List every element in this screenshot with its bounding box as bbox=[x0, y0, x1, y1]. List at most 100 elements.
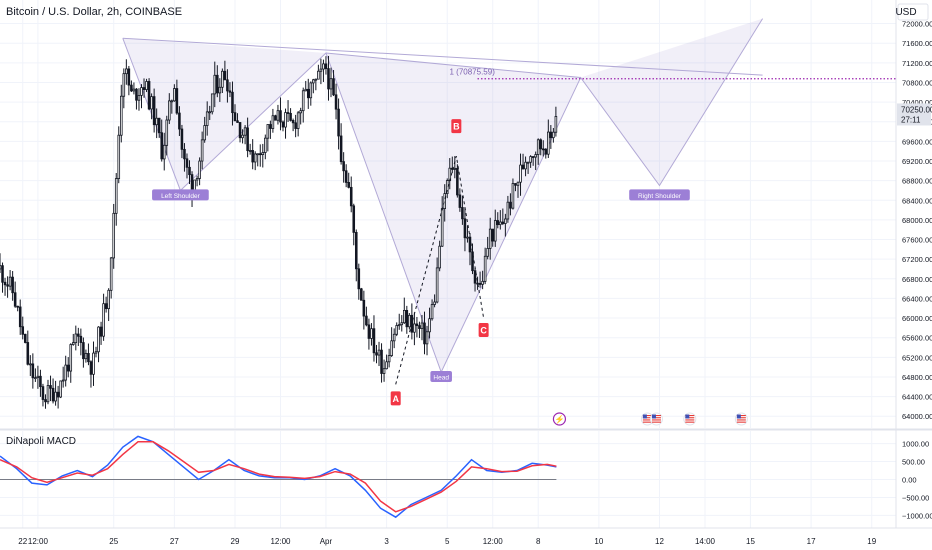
candle-down bbox=[18, 306, 22, 328]
candle-up bbox=[408, 314, 411, 328]
candle-down bbox=[51, 387, 55, 402]
flag-stripe bbox=[651, 417, 661, 419]
price-tick-label: 69600.00 bbox=[902, 137, 932, 146]
candle-up bbox=[253, 153, 257, 163]
pattern-label-text: Right Shoulder bbox=[638, 193, 682, 200]
candle-up bbox=[519, 164, 522, 183]
candle-down bbox=[238, 122, 242, 139]
candle-up bbox=[165, 119, 169, 146]
flag-stripe bbox=[685, 421, 695, 423]
abc-point-b: B bbox=[451, 119, 462, 134]
abc-dashed-line bbox=[395, 155, 485, 385]
price-tick-label: 65600.00 bbox=[902, 334, 932, 343]
candle-down bbox=[471, 251, 474, 272]
abc-label-text: C bbox=[480, 326, 487, 336]
candle-down bbox=[349, 186, 353, 207]
candle-up bbox=[36, 375, 40, 379]
candle-down bbox=[228, 90, 232, 93]
pattern-fill bbox=[325, 53, 581, 373]
candle-down bbox=[365, 315, 368, 326]
candle-up bbox=[276, 110, 280, 121]
candle-down bbox=[509, 201, 512, 209]
candle-up bbox=[314, 78, 318, 81]
pattern-label: Right Shoulder bbox=[629, 189, 690, 201]
pattern-top-line bbox=[325, 52, 581, 79]
candle-up bbox=[488, 228, 492, 249]
candle-up bbox=[453, 167, 457, 170]
candle-up bbox=[433, 301, 436, 305]
candle-up bbox=[413, 323, 416, 333]
price-tick-label: 68400.00 bbox=[902, 196, 932, 205]
candle-up bbox=[377, 349, 381, 356]
flag-canton bbox=[736, 414, 741, 419]
candle-up bbox=[203, 125, 206, 141]
us-flag-event-icon bbox=[649, 412, 663, 426]
candle-down bbox=[531, 156, 535, 158]
price-tick-label: 70400.00 bbox=[902, 98, 932, 107]
candle-down bbox=[231, 91, 234, 114]
candle-up bbox=[504, 218, 507, 224]
candle-up bbox=[34, 377, 37, 380]
candle-up bbox=[299, 110, 302, 114]
candle-up bbox=[382, 368, 386, 374]
abc-label-box bbox=[451, 119, 462, 134]
candle-up bbox=[117, 134, 121, 179]
pattern-label: Head bbox=[430, 370, 452, 382]
candle-down bbox=[549, 131, 553, 139]
candle-down bbox=[185, 158, 189, 168]
candle-down bbox=[41, 386, 45, 400]
abc-point-c: C bbox=[478, 323, 489, 338]
time-tick-label: 27 bbox=[170, 537, 179, 546]
candle-up bbox=[552, 131, 555, 139]
candle-up bbox=[390, 340, 393, 356]
price-tick-label: 68800.00 bbox=[902, 177, 932, 186]
currency-selector[interactable]: USD bbox=[895, 7, 917, 18]
candle-up bbox=[221, 70, 224, 88]
candle-down bbox=[188, 166, 191, 176]
flag-canton bbox=[642, 414, 647, 419]
price-tick-label: 66400.00 bbox=[902, 294, 932, 303]
candle-down bbox=[258, 153, 262, 156]
candle-down bbox=[491, 228, 495, 242]
price-tick-label: 66800.00 bbox=[902, 275, 932, 284]
candle-down bbox=[357, 268, 361, 290]
price-tick-label: 71200.00 bbox=[902, 59, 932, 68]
time-tick-label: 12:00 bbox=[483, 537, 504, 546]
pattern-label-text: Head bbox=[433, 374, 449, 381]
candle-down bbox=[269, 124, 272, 129]
macd-tick-label: 0.00 bbox=[902, 476, 917, 485]
price-axis: 72000.00 71600.00 71200.00 70800.00 70400.00… bbox=[897, 3, 932, 421]
candle-up bbox=[481, 280, 484, 285]
candle-up bbox=[114, 178, 118, 214]
candle-up bbox=[109, 257, 113, 291]
candle-down bbox=[473, 270, 477, 284]
candle-up bbox=[506, 201, 510, 220]
candle-up bbox=[392, 333, 396, 342]
pattern-label-box bbox=[629, 189, 690, 201]
flag-stripe bbox=[642, 421, 652, 423]
candle-down bbox=[544, 148, 548, 155]
candle-down bbox=[332, 78, 335, 96]
candle-up bbox=[205, 111, 209, 126]
candle-down bbox=[354, 231, 358, 270]
candle-up bbox=[304, 88, 308, 92]
us-flag-event-icon bbox=[640, 412, 654, 426]
currency-box bbox=[897, 3, 929, 21]
candle-up bbox=[122, 73, 126, 97]
candle-down bbox=[152, 96, 156, 126]
flag-stripe bbox=[651, 419, 661, 421]
candle-down bbox=[281, 121, 285, 128]
candle-up bbox=[483, 255, 487, 282]
candle-up bbox=[400, 322, 404, 326]
macd-tick-label: 500.00 bbox=[902, 458, 925, 467]
candle-down bbox=[21, 326, 25, 335]
candle-up bbox=[195, 178, 199, 181]
us-flag-event-icon bbox=[734, 412, 748, 426]
time-tick-label: Apr bbox=[320, 537, 333, 546]
candle-down bbox=[291, 120, 295, 124]
pattern-label-box bbox=[152, 189, 209, 201]
candle-up bbox=[296, 112, 300, 129]
time-tick-label: 29 bbox=[231, 537, 240, 546]
candle-down bbox=[501, 221, 505, 224]
